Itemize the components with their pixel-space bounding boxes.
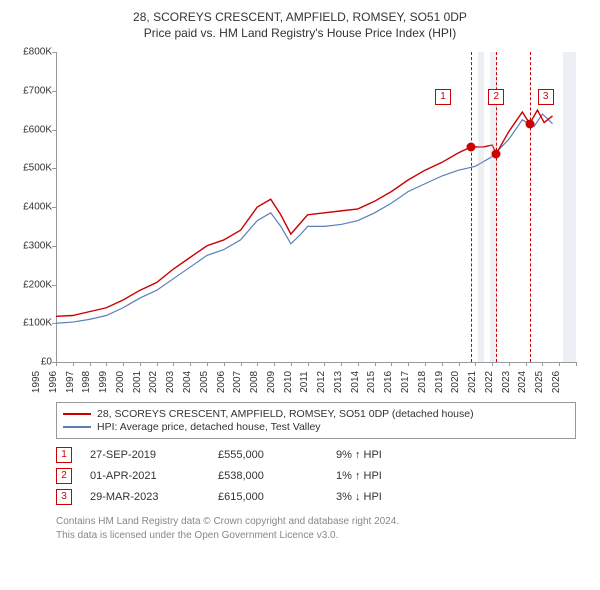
legend-item: HPI: Average price, detached house, Test… (63, 421, 569, 433)
transaction-diff: 9% ↑ HPI (336, 449, 476, 461)
transaction-price: £555,000 (218, 449, 318, 461)
transaction-row: 3 29-MAR-2023 £615,000 3% ↓ HPI (56, 489, 576, 505)
transaction-row: 2 01-APR-2021 £538,000 1% ↑ HPI (56, 468, 576, 484)
marker-vline (530, 52, 531, 362)
title-subtitle: Price paid vs. HM Land Registry's House … (12, 26, 588, 40)
y-axis-label: £300K (12, 240, 52, 251)
marker-badge: 1 (435, 89, 451, 105)
transaction-date: 27-SEP-2019 (90, 449, 200, 461)
shaded-band (563, 52, 576, 362)
y-axis-label: £500K (12, 163, 52, 174)
footer-line2: This data is licensed under the Open Gov… (56, 529, 576, 543)
legend-item: 28, SCOREYS CRESCENT, AMPFIELD, ROMSEY, … (63, 408, 569, 420)
legend-label: 28, SCOREYS CRESCENT, AMPFIELD, ROMSEY, … (97, 408, 474, 420)
chart-container: 28, SCOREYS CRESCENT, AMPFIELD, ROMSEY, … (0, 0, 600, 550)
footer-line1: Contains HM Land Registry data © Crown c… (56, 515, 576, 529)
transaction-badge: 2 (56, 468, 72, 484)
transaction-diff: 3% ↓ HPI (336, 491, 476, 503)
legend-swatch (63, 413, 91, 415)
y-axis-label: £200K (12, 279, 52, 290)
y-axis-label: £0 (12, 357, 52, 368)
y-axis-label: £100K (12, 318, 52, 329)
legend-label: HPI: Average price, detached house, Test… (97, 421, 321, 433)
y-axis-label: £600K (12, 124, 52, 135)
transaction-price: £615,000 (218, 491, 318, 503)
transaction-diff: 1% ↑ HPI (336, 470, 476, 482)
shaded-band (478, 52, 484, 362)
marker-badge: 3 (538, 89, 554, 105)
footer-attribution: Contains HM Land Registry data © Crown c… (56, 515, 576, 542)
transaction-price: £538,000 (218, 470, 318, 482)
transactions-table: 1 27-SEP-2019 £555,000 9% ↑ HPI 2 01-APR-2021… (56, 447, 576, 505)
x-axis-label: 2026 (551, 371, 579, 393)
transaction-date: 01-APR-2021 (90, 470, 200, 482)
price-dot (466, 142, 475, 151)
marker-badge: 2 (488, 89, 504, 105)
transaction-row: 1 27-SEP-2019 £555,000 9% ↑ HPI (56, 447, 576, 463)
price-dot (525, 119, 534, 128)
legend-swatch (63, 426, 91, 428)
legend: 28, SCOREYS CRESCENT, AMPFIELD, ROMSEY, … (56, 402, 576, 439)
transaction-date: 29-MAR-2023 (90, 491, 200, 503)
marker-vline (471, 52, 472, 362)
price-dot (492, 149, 501, 158)
transaction-badge: 1 (56, 447, 72, 463)
title-address: 28, SCOREYS CRESCENT, AMPFIELD, ROMSEY, … (12, 10, 588, 24)
chart-area: £0 £100K £200K £300K £400K £500K £600K £700K £80… (12, 46, 588, 396)
y-axis-label: £400K (12, 202, 52, 213)
y-axis-label: £700K (12, 85, 52, 96)
y-axis-label: £800K (12, 47, 52, 58)
transaction-badge: 3 (56, 489, 72, 505)
